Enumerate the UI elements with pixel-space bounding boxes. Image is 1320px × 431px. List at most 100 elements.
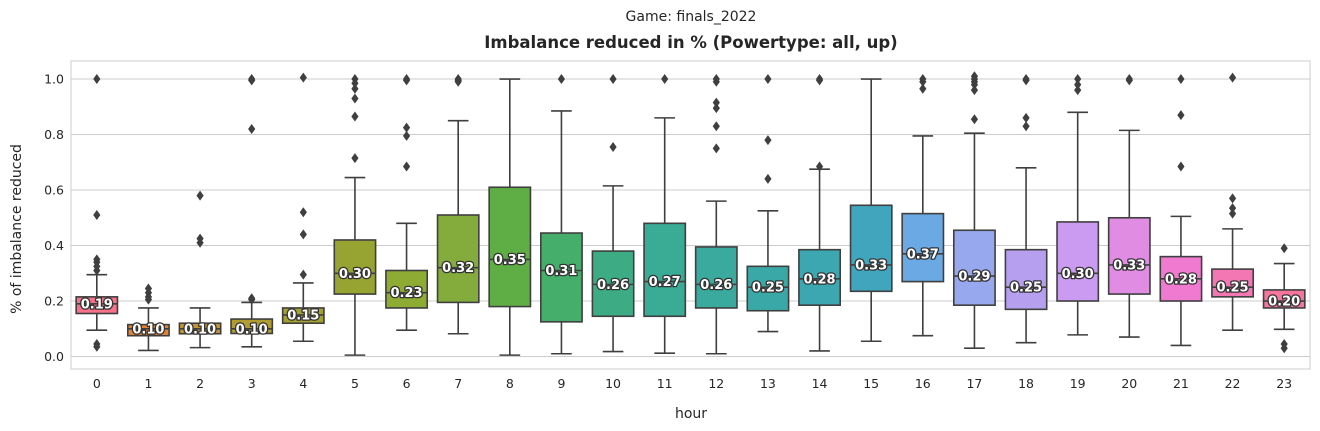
median-value-label: 0.35 [494,253,526,268]
box-hour-10: 0.26 [591,74,635,353]
outlier-point [764,74,772,85]
x-tick-label: 0 [93,376,101,391]
iqr-box [1004,248,1048,311]
box-hour-0: 0.19 [75,74,119,352]
x-tick-label: 1 [144,376,152,391]
x-tick-label: 4 [299,376,307,391]
median-value-label: 0.19 [81,297,113,312]
iqr-box [1262,289,1306,309]
plot-area: 0.00.20.40.60.81.00 1 2 3 4 5 6 7 8 9 10 11 12 13 14 15… [44,60,1311,391]
box-hour-6: 0.23 [385,74,429,331]
median-value-label: 0.15 [287,308,319,323]
box-hour-9: 0.31 [539,74,583,355]
outlier-point [299,72,307,83]
y-axis-label: % of imbalance reduced [9,144,25,314]
outlier-point [196,190,204,201]
outlier-point [351,83,359,94]
outlier-point [764,135,772,146]
iqr-box [694,246,738,309]
median-value-label: 0.26 [700,278,732,293]
median-value-label: 0.30 [1062,267,1094,282]
x-tick-label: 10 [605,376,621,391]
outlier-point [919,83,927,94]
outlier-point [1125,75,1133,86]
outlier-point [1022,75,1030,86]
x-axis-label: hour [675,406,707,422]
median-value-label: 0.33 [1113,258,1145,273]
median-value-label: 0.10 [236,322,268,337]
y-tick-label: 0.8 [44,127,64,142]
box-hour-11: 0.27 [643,74,687,354]
median-value-label: 0.37 [907,247,939,262]
outlier-point [1177,74,1185,85]
median-value-label: 0.33 [855,258,887,273]
box-hour-21: 0.28 [1159,74,1203,347]
iqr-box [952,229,996,306]
outlier-point [1228,203,1237,214]
x-tick-label: 15 [863,376,879,391]
outlier-point [351,93,359,104]
outlier-point [351,111,359,122]
outlier-point [351,153,359,164]
box-hour-20: 0.33 [1107,74,1151,338]
median-value-label: 0.10 [184,322,216,337]
iqr-box [1056,221,1100,302]
outlier-point [919,76,927,87]
box-hour-22: 0.25 [1211,72,1255,331]
iqr-box [126,323,170,337]
box-hour-12: 0.26 [694,74,738,355]
box-hour-18: 0.25 [1004,74,1048,344]
outlier-point [299,207,307,218]
iqr-box [1211,268,1255,298]
median-value-label: 0.26 [597,278,629,293]
iqr-box [230,318,274,335]
x-tick-label: 7 [454,376,462,391]
outlier-point [609,74,617,85]
outlier-point [661,74,669,85]
outlier-point [1074,85,1082,96]
box-hour-2: 0.10 [178,190,222,349]
outlier-point [815,75,824,86]
outlier-point [402,75,411,86]
x-tick-label: 5 [351,376,359,391]
iqr-box [798,248,842,306]
iqr-box [539,232,583,323]
iqr-box [488,186,532,308]
iqr-box [849,204,893,293]
outlier-point [93,265,101,276]
x-tick-label: 8 [506,376,514,391]
outlier-point [712,143,720,154]
outlier-point [1228,208,1237,219]
median-value-label: 0.28 [804,272,836,287]
outlier-point [1228,193,1237,204]
iqr-box [1107,216,1151,295]
outlier-point [1177,110,1185,121]
box-hour-23: 0.20 [1262,243,1306,354]
box-hour-3: 0.10 [230,74,274,348]
outlier-point [93,210,101,220]
outlier-point [1228,72,1237,83]
x-tick-label: 20 [1121,376,1137,391]
outlier-point [1177,161,1185,172]
outlier-point [1074,74,1082,85]
box-hour-4: 0.15 [281,72,325,343]
outlier-point [402,130,411,141]
outlier-point [248,123,256,134]
iqr-box [436,214,480,304]
x-tick-label: 18 [1018,376,1034,391]
outlier-point [712,103,720,114]
box-hour-15: 0.33 [849,78,893,343]
x-tick-label: 13 [760,376,776,391]
x-tick-label: 17 [966,376,982,391]
outlier-point [454,76,462,87]
median-value-label: 0.25 [1010,281,1042,296]
x-tick-label: 11 [657,376,673,391]
y-tick-label: 0.2 [44,294,64,309]
outlier-point [712,97,720,108]
outlier-point [93,341,101,352]
outlier-point [609,142,617,153]
outlier-point [815,161,824,172]
box-hour-16: 0.37 [901,74,945,337]
outlier-point [1280,343,1288,354]
median-value-label: 0.20 [1268,295,1300,310]
